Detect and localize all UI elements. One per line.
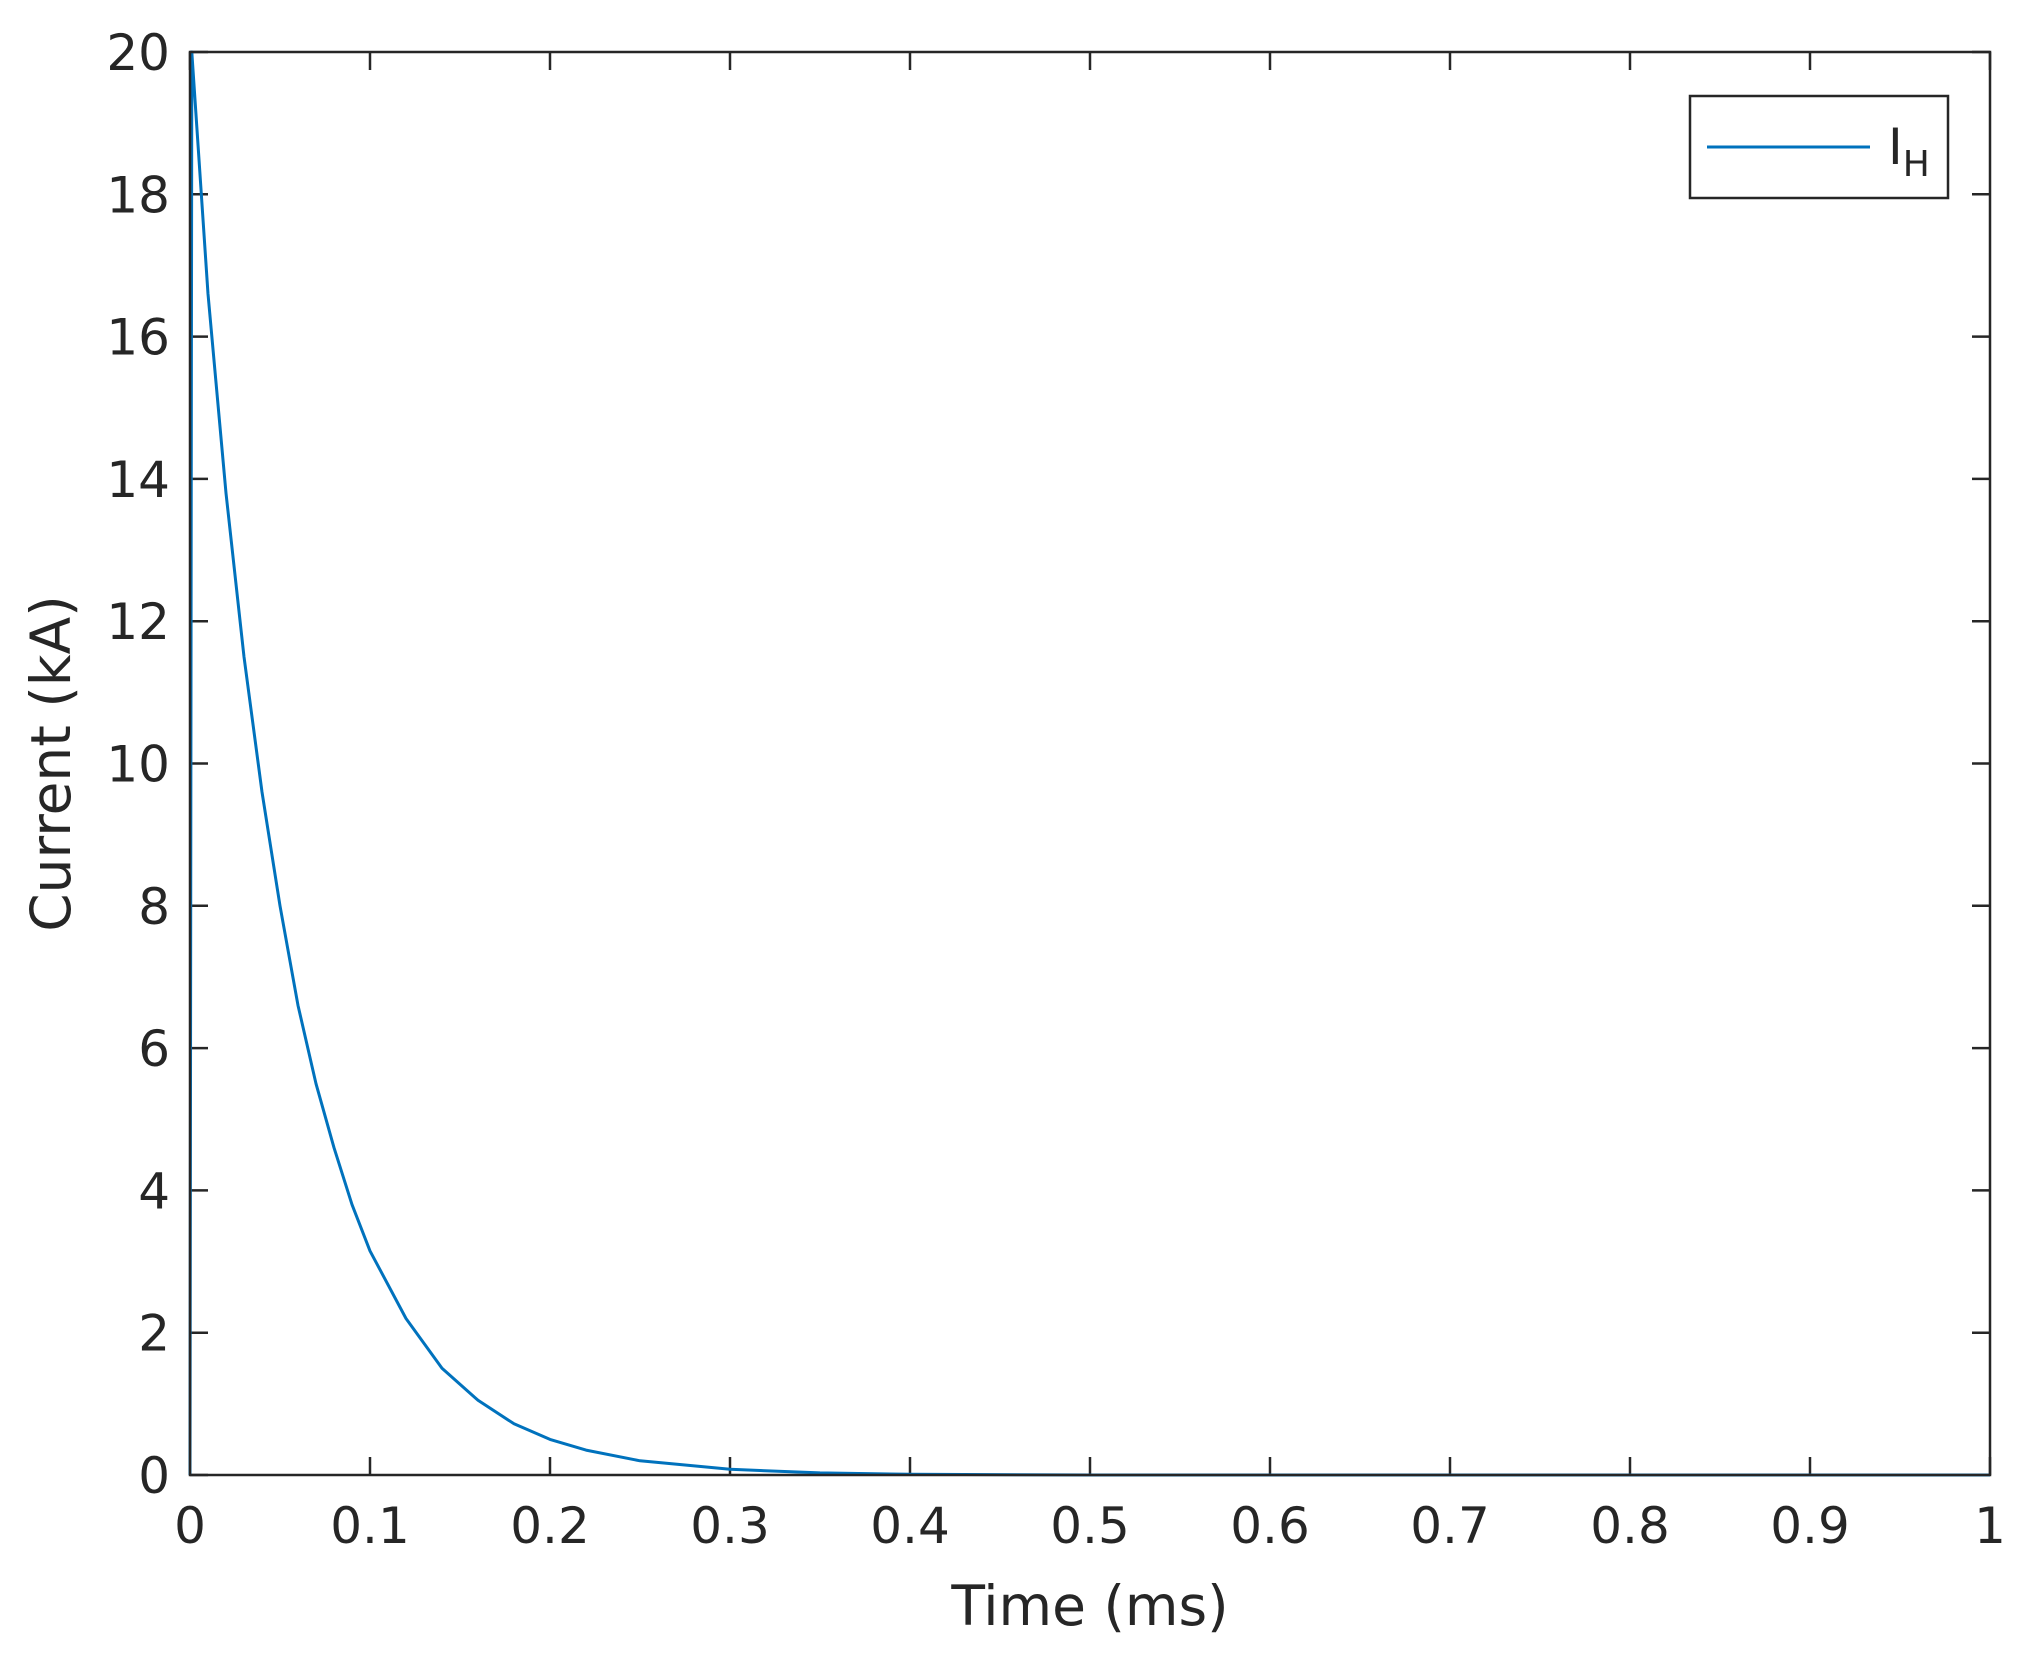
legend-entry-label: IH [1888,118,1930,185]
series-lines [188,50,1990,1477]
series-line-ih [188,50,1990,1477]
x-tick-label: 0.1 [330,1497,410,1555]
y-tick-label: 6 [138,1020,170,1078]
y-tick-label: 14 [106,451,170,509]
y-tick-label: 0 [138,1447,170,1505]
x-tick-label: 0.8 [1590,1497,1670,1555]
y-tick-label: 18 [106,166,170,224]
x-tick-label: 0.4 [870,1497,950,1555]
y-tick-label: 8 [138,878,170,936]
legend-entry-subscript: H [1903,144,1930,185]
x-tick-label: 0.5 [1050,1497,1130,1555]
x-tick-label: 0 [174,1497,206,1555]
y-tick-label: 20 [106,24,170,82]
y-tick-label: 2 [138,1305,170,1363]
x-tick-label: 0.6 [1230,1497,1310,1555]
x-tick-label: 0.2 [510,1497,590,1555]
x-tick-label: 1 [1974,1497,2006,1555]
x-tick-label: 0.7 [1410,1497,1490,1555]
x-tick-label: 0.3 [690,1497,770,1555]
y-axis-label: Current (kA) [19,595,83,931]
axis-ticks [188,50,1992,1477]
legend-entry-main: I [1888,118,1903,176]
tick-labels: 0 0.1 0.2 0.3 0.4 0.5 0.6 0.7 0.8 0.9 102468101214… [106,24,2006,1555]
y-tick-label: 12 [106,593,170,651]
y-tick-label: 10 [106,736,170,794]
y-tick-label: 16 [106,309,170,367]
legend: IH [1688,94,1950,200]
y-tick-label: 4 [138,1162,170,1220]
plot-frame [188,50,1992,1477]
x-axis-label: Time (ms) [950,1574,1228,1638]
x-tick-label: 0.9 [1770,1497,1850,1555]
